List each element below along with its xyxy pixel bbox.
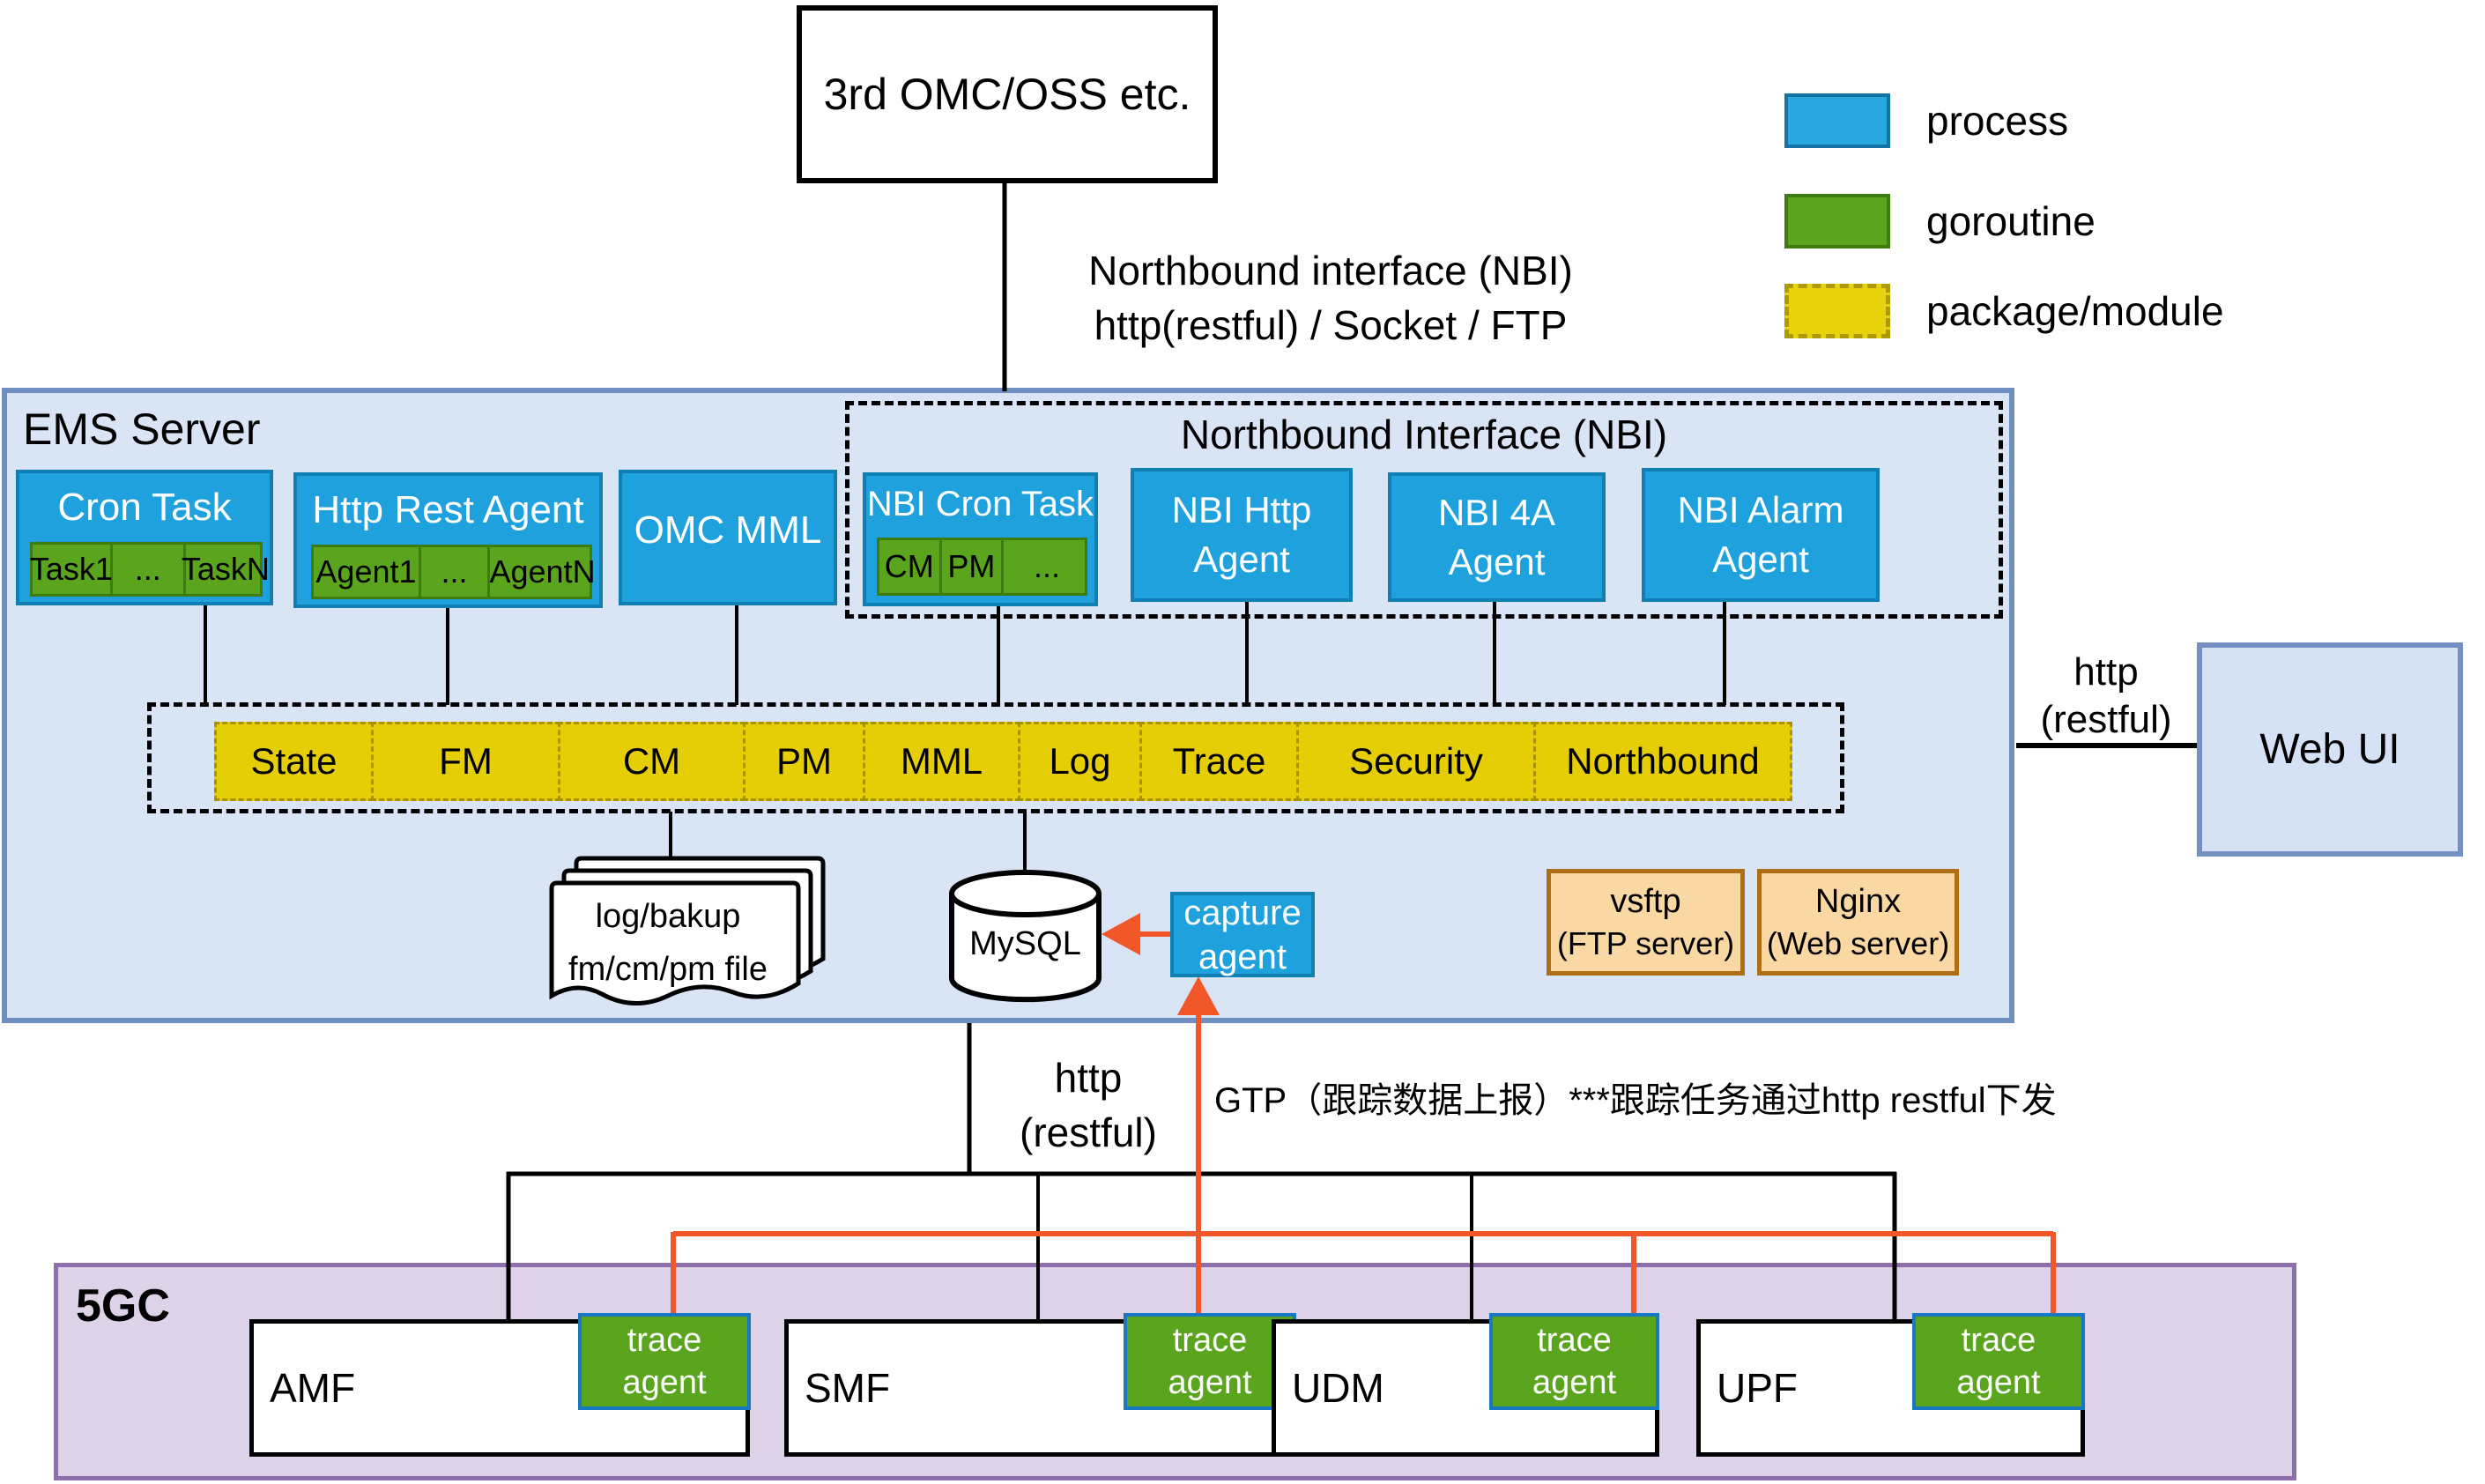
module-trace: Trace: [1139, 722, 1299, 801]
trace-agent-udm-label: trace agent: [1532, 1322, 1617, 1401]
goroutine-task1: Task1: [30, 545, 113, 594]
web-ui-label: Web UI: [2259, 726, 2400, 773]
goroutine-task-ellipsis: ...: [113, 545, 186, 594]
trace-agent-smf: trace agent: [1124, 1313, 1296, 1410]
nbi-cron-task-box: NBI Cron Task CM PM ...: [863, 472, 1098, 606]
arrowhead-left-mysql: [1102, 913, 1140, 955]
goroutine-agentn: AgentN: [489, 553, 596, 590]
goroutine-taskn: TaskN: [181, 551, 270, 587]
cron-task-goroutines: Task1 ... TaskN: [30, 542, 270, 597]
omc-mml-box: OMC MML: [619, 470, 837, 605]
north-link-line2: http(restful) / Socket / FTP: [1094, 302, 1568, 348]
nbi-alarm-agent-title: NBI Alarm Agent: [1677, 489, 1844, 580]
arrowhead-up-capture: [1177, 976, 1220, 1015]
module-log: Log: [1018, 722, 1142, 801]
nbi-dashed-container: [845, 401, 2003, 619]
nginx-box: Nginx (Web server): [1757, 869, 1959, 976]
south-http-label: http (restful): [991, 1050, 1185, 1160]
trace-agent-upf-label: trace agent: [1956, 1322, 2041, 1401]
nbi-http-agent-box: NBI Http Agent: [1131, 468, 1353, 602]
vsftp-line2: (FTP server): [1556, 924, 1735, 961]
goroutine-ellipsis: ...: [1034, 548, 1061, 584]
file-store-line2: fm/cm/pm file: [568, 951, 768, 988]
module-fm: FM: [371, 722, 560, 801]
http-rest-agent-box: Http Rest Agent Agent1 ... AgentN: [293, 472, 603, 608]
goroutine-pm: PM: [942, 540, 1005, 593]
file-stack-shape: [549, 856, 826, 1005]
5gc-title: 5GC: [76, 1280, 170, 1332]
nbi-cron-task-goroutines: CM PM ...: [877, 538, 1087, 596]
omc-oss-label: 3rd OMC/OSS etc.: [823, 70, 1191, 119]
north-link-line1: Northbound interface (NBI): [1088, 248, 1573, 293]
ems-server-title: EMS Server: [23, 404, 261, 454]
legend-goroutine-swatch: [1784, 194, 1890, 249]
http-rest-agent-title: Http Rest Agent: [312, 488, 584, 531]
nginx-line2: (Web server): [1766, 924, 1950, 961]
mysql-cylinder-shape: [949, 870, 1102, 1003]
goroutine-agent-ellipsis: ...: [421, 547, 491, 597]
trace-agent-amf: trace agent: [578, 1313, 751, 1410]
legend-process-swatch: [1784, 93, 1890, 148]
goroutine-agent1: Agent1: [314, 547, 421, 597]
nbi-http-agent-title: NBI Http Agent: [1171, 489, 1312, 580]
nf-udm-label: UDM: [1292, 1365, 1384, 1411]
nf-smf-label: SMF: [805, 1365, 891, 1411]
omc-oss-box: 3rd OMC/OSS etc.: [797, 5, 1218, 183]
webui-link-label: http (restful): [2018, 649, 2194, 744]
gtp-note: GTP（跟踪数据上报）***跟踪任务通过http restful下发: [1214, 1081, 2057, 1120]
south-http-line1: http: [1054, 1055, 1123, 1101]
omc-mml-title: OMC MML: [634, 508, 822, 552]
trace-agent-amf-label: trace agent: [622, 1322, 707, 1401]
module-mml: MML: [863, 722, 1020, 801]
trace-agent-upf: trace agent: [1912, 1313, 2085, 1410]
south-http-line2: (restful): [1020, 1109, 1157, 1155]
capture-agent-label: capture agent: [1183, 893, 1302, 976]
nbi-4a-agent-title: NBI 4A Agent: [1437, 491, 1556, 582]
module-row-container: [147, 702, 1844, 813]
legend-process-label: process: [1926, 98, 2069, 144]
cron-task-title: Cron Task: [57, 486, 232, 529]
capture-agent-box: capture agent: [1170, 892, 1315, 977]
nbi-alarm-agent-box: NBI Alarm Agent: [1642, 468, 1880, 602]
mysql-label: MySQL: [969, 925, 1081, 962]
vsftp-line1: vsftp: [1610, 882, 1681, 920]
nbi-4a-agent-box: NBI 4A Agent: [1388, 472, 1606, 602]
legend-goroutine-label: goroutine: [1926, 198, 2096, 244]
http-rest-agent-goroutines: Agent1 ... AgentN: [311, 545, 596, 599]
nbi-cron-task-title: NBI Cron Task: [866, 485, 1094, 523]
webui-link-line2: (restful): [2040, 698, 2172, 741]
module-security: Security: [1296, 722, 1536, 801]
nf-upf-label: UPF: [1717, 1365, 1798, 1411]
legend-package-swatch: [1784, 284, 1890, 338]
nbi-container-title: Northbound Interface (NBI): [1180, 412, 1668, 457]
module-northbound: Northbound: [1533, 722, 1792, 801]
trace-agent-smf-label: trace agent: [1168, 1322, 1252, 1401]
trace-agent-udm: trace agent: [1489, 1313, 1659, 1410]
module-state: State: [214, 722, 374, 801]
file-store-label: log/bakup fm/cm/pm file: [545, 890, 791, 996]
nf-amf-label: AMF: [270, 1365, 356, 1411]
module-row: State FM CM PM MML Log Trace Security No…: [214, 722, 1792, 801]
north-link-label: Northbound interface (NBI) http(restful)…: [1013, 243, 1648, 352]
module-pm: PM: [743, 722, 865, 801]
vsftp-box: vsftp (FTP server): [1547, 869, 1745, 976]
legend-package-label: package/module: [1926, 288, 2224, 334]
web-ui-box: Web UI: [2197, 642, 2463, 857]
nginx-line1: Nginx: [1814, 882, 1902, 920]
file-store-line1: log/bakup: [595, 898, 741, 935]
cron-task-box: Cron Task Task1 ... TaskN: [16, 470, 273, 605]
webui-link-line1: http: [2073, 650, 2139, 694]
goroutine-cm: CM: [879, 540, 942, 593]
